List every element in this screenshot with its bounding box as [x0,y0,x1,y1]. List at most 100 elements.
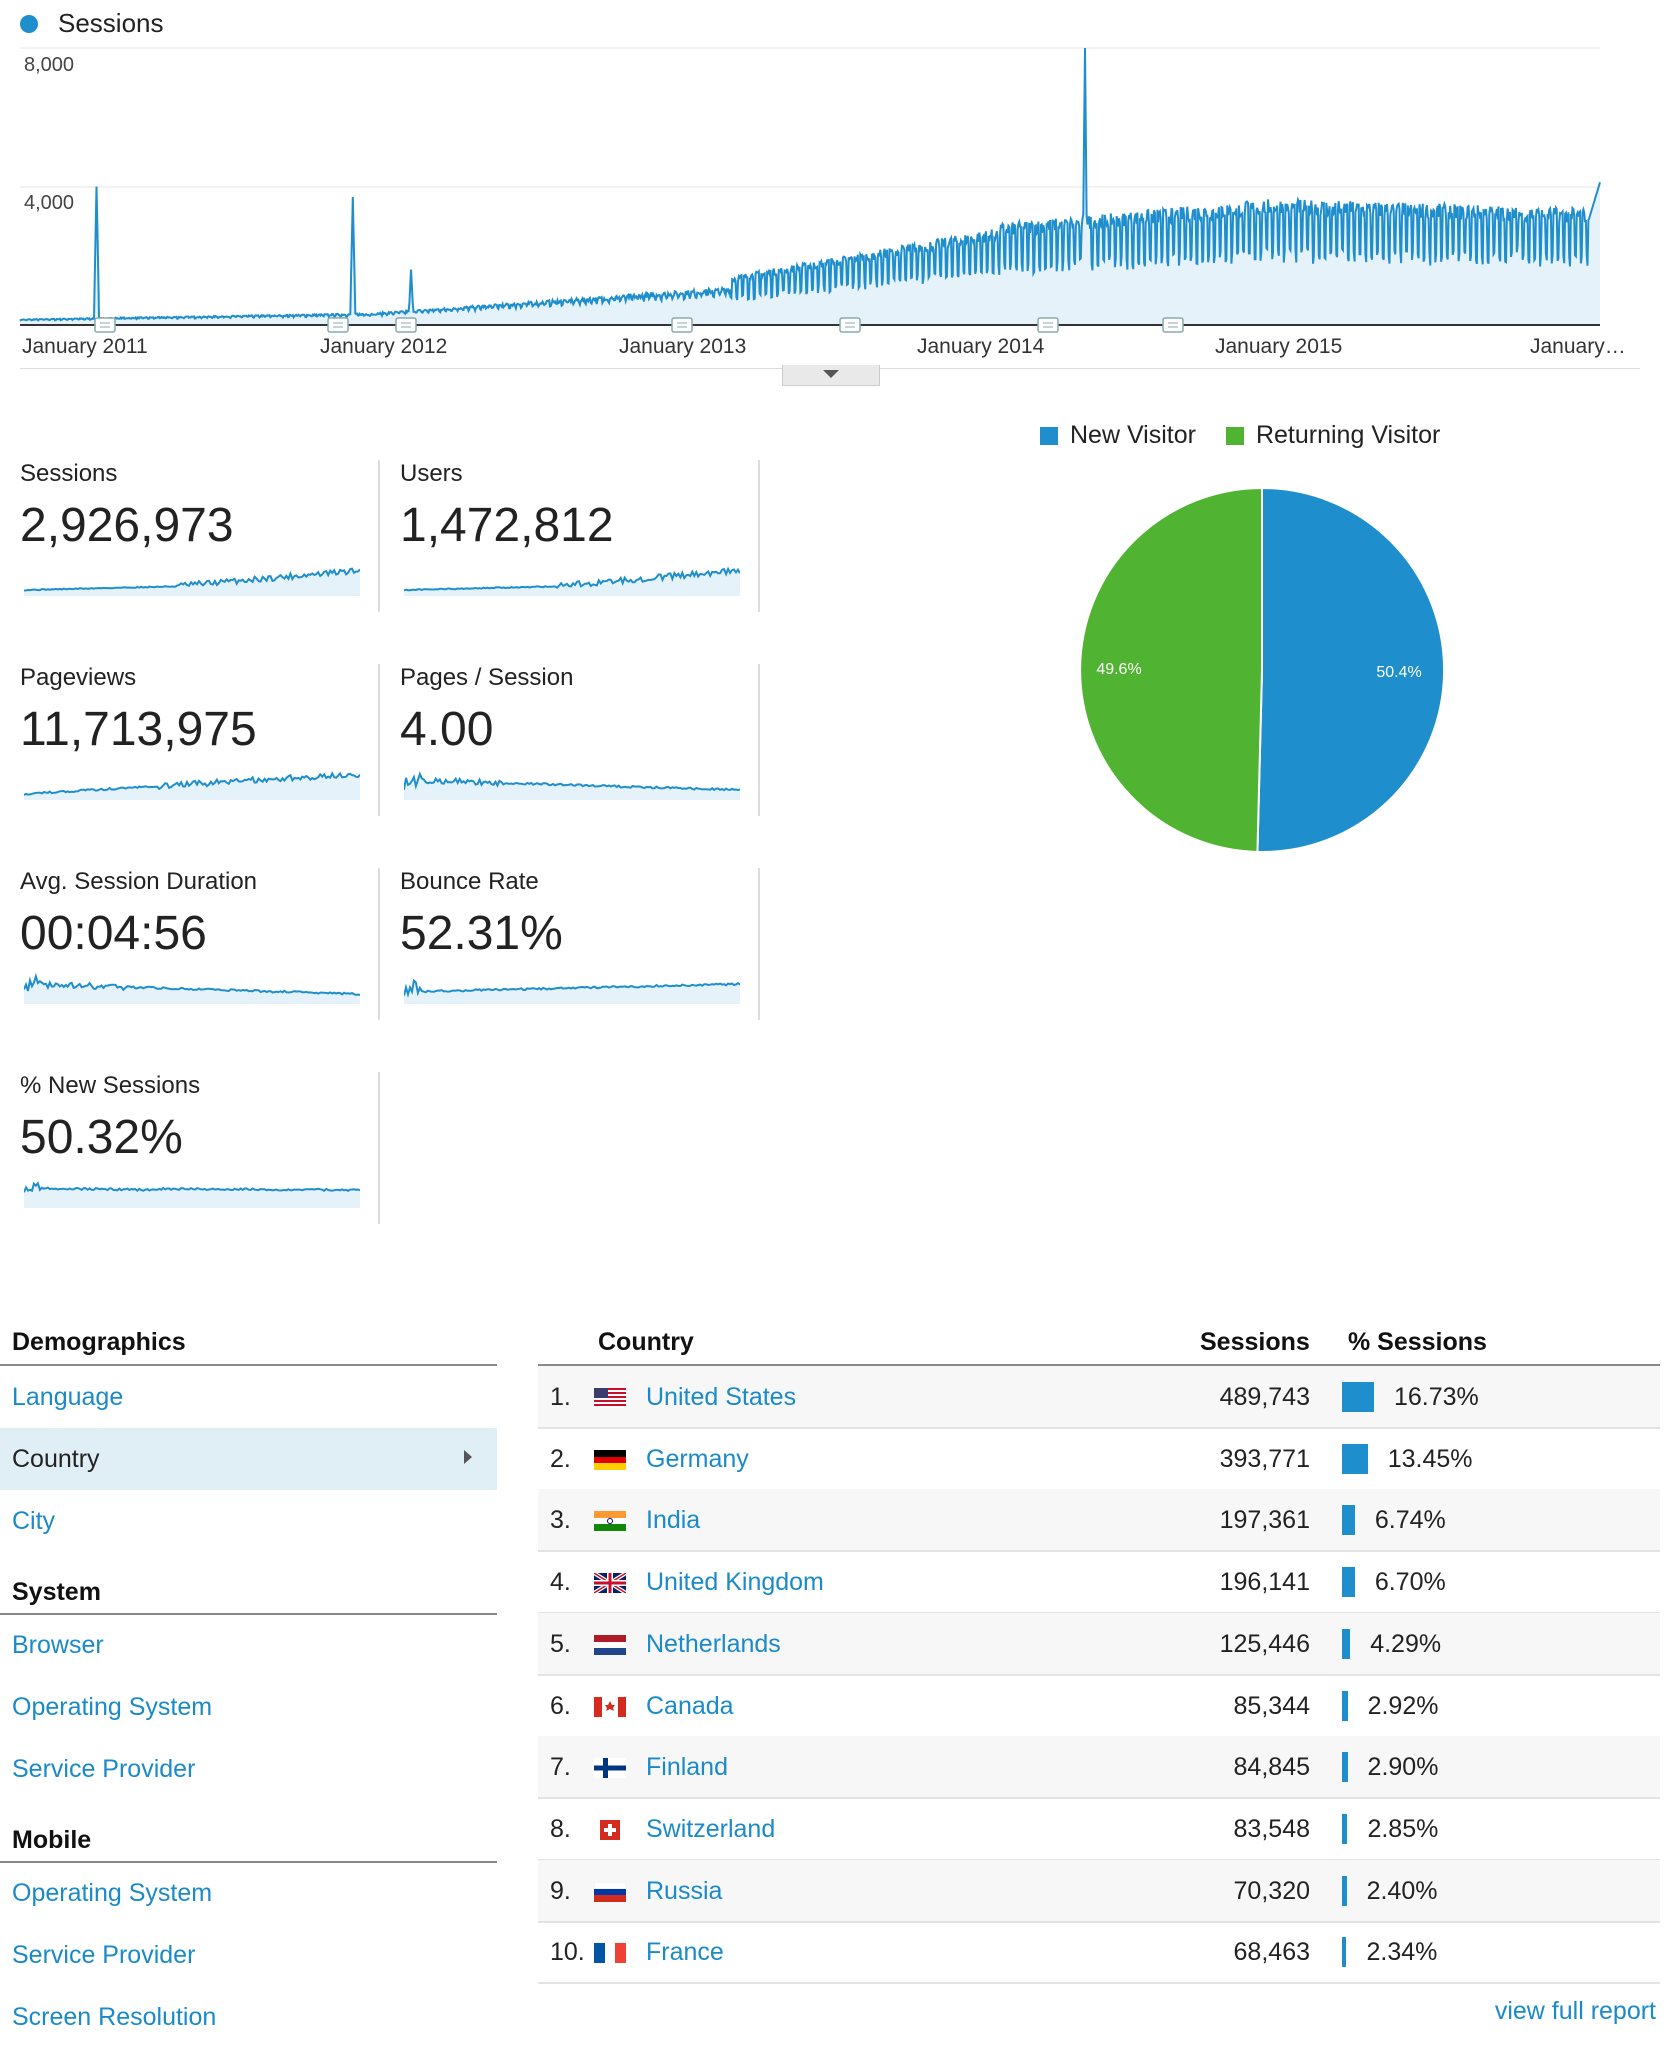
row-sessions: 84,845 [1233,1753,1310,1782]
y-tick-4000: 4,000 [24,192,75,214]
country-link[interactable]: India [646,1506,701,1535]
returning-visitor-legend-icon [1225,426,1244,445]
metric-divider [378,664,380,816]
metric-value: 00:04:56 [20,907,207,960]
table-row: 7. Finland 84,845 2.90% [538,1736,1660,1800]
users-sparkline [404,566,740,596]
row-pct-sessions: 2.85% [1367,1814,1439,1843]
nav-item-country-selected[interactable] [0,1428,497,1490]
row-rank: 8. [550,1814,571,1843]
country-link[interactable]: Netherlands [646,1629,781,1658]
pct-sessions-bar [1342,1505,1355,1536]
us-flag-icon [594,1388,626,1408]
nav-item-mobile-service-provider[interactable]: Service Provider [12,1941,196,1969]
row-sessions: 68,463 [1233,1938,1310,1967]
pages-per-session-sparkline [404,771,740,800]
metric-avg-session-duration[interactable]: Avg. Session Duration 00:04:56 [20,868,380,1020]
row-sessions: 197,361 [1219,1506,1310,1535]
metric-label: Bounce Rate [400,868,539,895]
metric-label: % New Sessions [20,1072,201,1099]
country-link[interactable]: Canada [646,1691,734,1720]
nav-divider [0,1364,497,1366]
row-sessions: 83,548 [1233,1814,1310,1843]
metric-sessions[interactable]: Sessions 2,926,973 [20,460,380,612]
sparkline-area [24,568,360,596]
metric-value: 2,926,973 [20,499,234,552]
pct-sessions-bar [1342,1875,1347,1906]
country-link[interactable]: France [646,1938,724,1967]
in-flag-icon [594,1511,626,1532]
metric-pageviews[interactable]: Pageviews 11,713,975 [20,664,380,816]
chevron-right-icon [464,1450,472,1464]
table-row: 4. United Kingdom 196,141 6.70% [538,1551,1660,1615]
avg-session-duration-sparkline [24,972,360,1004]
legend-new-visitor[interactable]: New Visitor [1070,421,1196,449]
country-link[interactable]: Germany [646,1444,749,1473]
ch-flag-icon [600,1819,620,1840]
table-row: 1. United States 489,743 16.73% [538,1366,1660,1429]
metric-label: Users [400,460,463,487]
fr-flag-icon [594,1943,626,1964]
row-pct-sessions: 2.90% [1367,1753,1439,1782]
row-rank: 6. [550,1691,571,1720]
row-pct-sessions: 2.40% [1366,1876,1438,1905]
metric-bounce-rate[interactable]: Bounce Rate 52.31% [400,868,760,1020]
annotation-marker-icon [327,317,349,333]
table-row: 2. Germany 393,771 13.45% [538,1428,1660,1491]
row-sessions: 125,446 [1219,1629,1310,1658]
sessions-legend[interactable]: Sessions [20,8,164,39]
country-link[interactable]: United States [646,1383,797,1411]
row-rank: 4. [550,1568,571,1597]
nl-flag-icon [594,1634,626,1655]
nav-divider [0,1861,497,1863]
row-rank: 10. [550,1938,585,1967]
col-header-sessions[interactable]: Sessions [1200,1328,1310,1356]
country-link[interactable]: Switzerland [646,1814,776,1843]
pct-sessions-bar [1342,1937,1347,1968]
row-rank: 9. [550,1876,571,1905]
table-row: 8. Switzerland 83,548 2.85% [538,1798,1660,1861]
nav-section-system: System [12,1578,101,1606]
ca-flag-icon [594,1696,626,1717]
sessions-sparkline [24,567,360,596]
metric-value: 52.31% [400,907,563,960]
metric-pages-per-session[interactable]: Pages / Session 4.00 [400,664,760,816]
metric-users[interactable]: Users 1,472,812 [400,460,760,612]
bounce-rate-sparkline [404,978,740,1004]
view-full-report-link[interactable]: view full report [1494,1997,1656,2025]
country-link[interactable]: Russia [646,1876,723,1905]
sessions-legend-dot-icon [20,14,38,33]
country-link[interactable]: Finland [646,1753,728,1782]
pie-slice-new-visitor[interactable] [1256,486,1446,853]
sessions-line-chart [19,47,1601,333]
country-link[interactable]: United Kingdom [646,1568,824,1597]
nav-item-language[interactable]: Language [12,1383,124,1411]
nav-item-mobile-operating-system[interactable]: Operating System [12,1879,213,1907]
sessions-area [20,48,1600,325]
col-header-pct-sessions[interactable]: % Sessions [1348,1328,1487,1356]
row-rank: 1. [550,1383,571,1411]
pageviews-sparkline [24,771,360,800]
pie-slice-returning-visitor[interactable] [1079,486,1263,853]
sparkline-area [404,568,740,596]
x-tick-2011: January 2011 [22,335,148,358]
nav-item-service-provider[interactable]: Service Provider [12,1755,196,1783]
sparkline-line [404,566,740,592]
metric-new-sessions[interactable]: % New Sessions 50.32% [20,1072,380,1224]
nav-item-country[interactable]: Country [12,1445,100,1473]
metric-value: 4.00 [400,703,494,756]
row-pct-sessions: 6.74% [1374,1506,1446,1535]
legend-returning-visitor[interactable]: Returning Visitor [1255,421,1441,449]
row-pct-sessions: 16.73% [1394,1383,1479,1411]
metric-label: Avg. Session Duration [20,868,258,895]
nav-item-operating-system[interactable]: Operating System [12,1693,213,1721]
sparkline-area [24,773,360,800]
table-header-divider [538,1364,1660,1366]
collapse-annotations-toggle[interactable] [782,365,880,386]
x-tick-2016: January… [1530,335,1626,358]
row-pct-sessions: 2.34% [1366,1938,1438,1967]
nav-item-browser[interactable]: Browser [12,1631,104,1659]
nav-item-screen-resolution[interactable]: Screen Resolution [12,2003,217,2031]
sparkline-line [24,567,360,592]
nav-item-city[interactable]: City [12,1507,56,1535]
